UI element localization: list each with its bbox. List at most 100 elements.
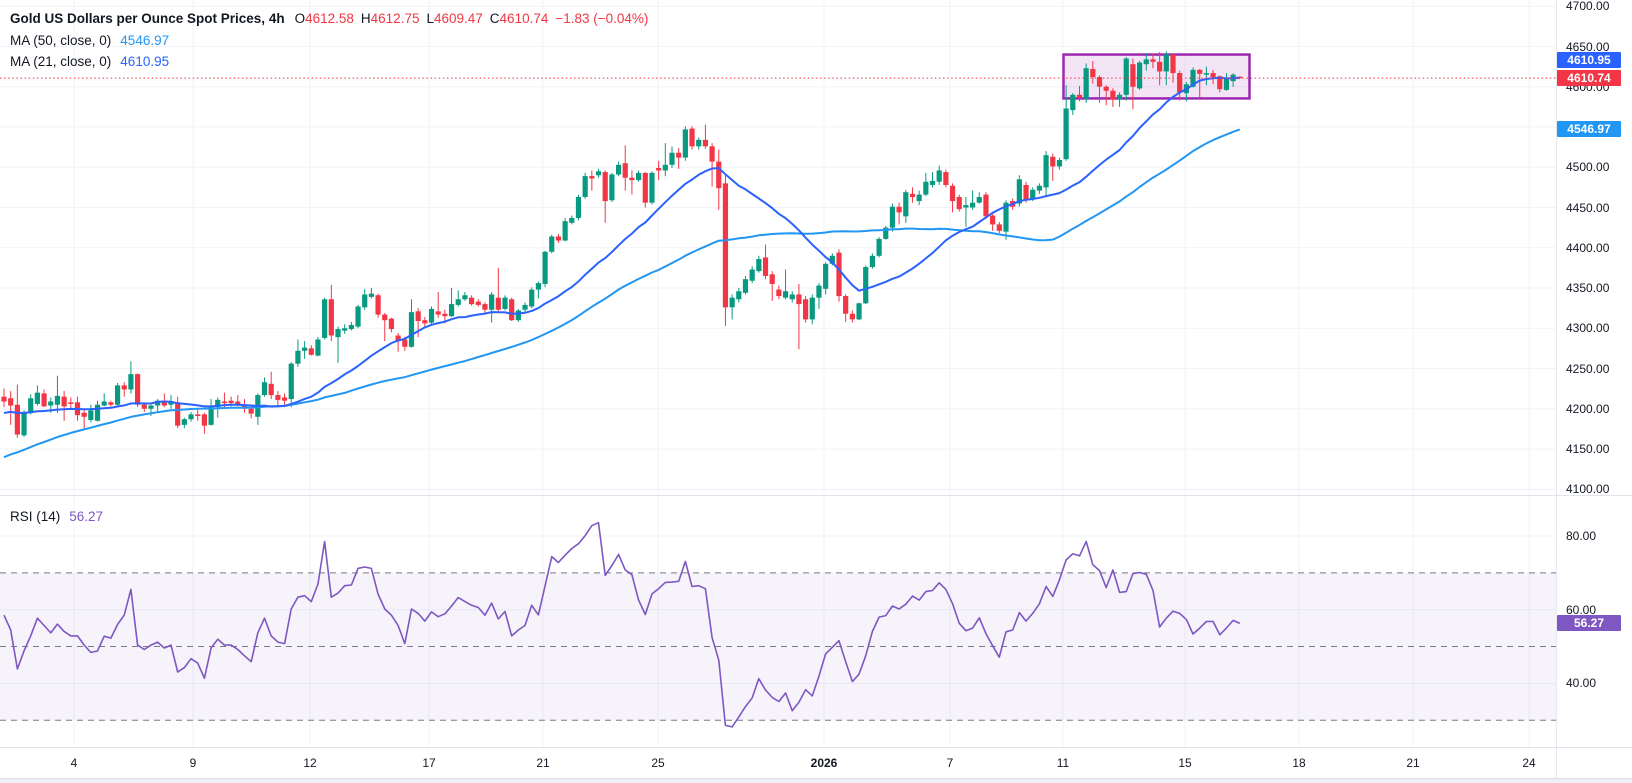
axis-badge-56.27[interactable]: 56.27 (1557, 615, 1621, 632)
time-tick-label[interactable]: 21 (1406, 756, 1420, 770)
candle-body (1150, 59, 1156, 62)
candle-body (1163, 54, 1169, 72)
candle-body (782, 291, 789, 298)
candle-body (1056, 160, 1063, 167)
candle-body (803, 299, 809, 320)
price-tick-label: 4250.00 (1566, 361, 1610, 376)
candle-body (689, 128, 695, 147)
candle-body (128, 374, 134, 390)
candle-body (322, 299, 328, 338)
candle-body (1116, 94, 1123, 100)
axis-badge-4610.95[interactable]: 4610.95 (1557, 51, 1621, 68)
candle-body (809, 297, 815, 320)
candle-body (769, 274, 775, 284)
candle-body (88, 410, 94, 421)
candle-body (983, 194, 989, 217)
candle-body (682, 129, 688, 158)
candle-body (896, 206, 902, 213)
time-axis[interactable]: 4 9 12 17 21 25 2026 7 11 15 18 21 24 (0, 748, 1632, 778)
candle-body (195, 414, 201, 416)
candle-body (495, 297, 501, 310)
candle-body (956, 197, 962, 210)
candle-body (228, 400, 234, 404)
candle-body (602, 172, 608, 202)
pane-separator[interactable] (0, 495, 1632, 496)
candle-body (1143, 59, 1149, 65)
axis-badge-4610.74[interactable]: 4610.74 (1557, 70, 1621, 87)
candle-body (622, 163, 628, 178)
rsi-band (0, 572, 1556, 721)
candle-body (261, 382, 268, 396)
candle-body (823, 263, 829, 289)
time-tick-label[interactable]: 7 (946, 756, 954, 770)
candle-body (328, 299, 334, 336)
candle-body (1050, 156, 1056, 167)
price-axis[interactable]: 4700.004650.004600.004550.004500.004450.… (1556, 0, 1632, 778)
price-tick-label: 4350.00 (1566, 281, 1610, 295)
price-pane-canvas[interactable] (0, 0, 1556, 495)
time-tick-label[interactable]: 21 (536, 756, 550, 770)
time-tick-label[interactable]: 11 (1056, 756, 1070, 770)
candle-body (1190, 69, 1196, 87)
candle-body (949, 185, 956, 202)
time-tick-label[interactable]: 9 (189, 756, 197, 770)
candle-body (562, 221, 568, 241)
candle-body (789, 294, 795, 300)
candle-body (108, 402, 114, 405)
candle-body (856, 303, 862, 320)
candle-body (1217, 76, 1223, 90)
ma50-line (3, 128, 1241, 459)
price-tick-label: 4200.00 (1566, 401, 1610, 416)
time-tick-label[interactable]: 4 (70, 756, 78, 770)
candle-body (736, 291, 742, 300)
candle-body (629, 177, 635, 181)
candle-body (155, 400, 161, 406)
time-tick-label[interactable]: 15 (1178, 756, 1192, 770)
candle-body (569, 217, 575, 223)
time-tick-label[interactable]: 12 (303, 756, 317, 770)
candle-body (883, 227, 889, 239)
candle-body (649, 172, 655, 203)
price-tick-label: 4450.00 (1566, 200, 1610, 215)
candle-body (863, 267, 869, 304)
candle-body (1137, 62, 1143, 89)
rsi-pane-canvas[interactable] (0, 495, 1556, 748)
time-tick-label[interactable]: 24 (1522, 756, 1536, 770)
candle-body (656, 168, 662, 171)
axis-badge-4546.97[interactable]: 4546.97 (1557, 121, 1621, 138)
candle-body (181, 419, 187, 425)
time-tick-label[interactable]: 25 (651, 756, 665, 770)
candle-body (348, 325, 354, 330)
candle-body (435, 311, 441, 315)
rsi-tick-label: 40.00 (1566, 676, 1597, 691)
candle-body (48, 401, 54, 406)
candle-body (141, 404, 147, 409)
candle-body (1023, 184, 1029, 201)
time-tick-label[interactable]: 18 (1292, 756, 1306, 770)
candle-body (836, 252, 842, 297)
candle-body (535, 283, 541, 290)
candle-body (642, 172, 648, 203)
candle-body (1090, 69, 1096, 78)
candle-body (1157, 61, 1163, 72)
candle-body (188, 414, 194, 420)
candle-body (1083, 68, 1089, 99)
candle-body (475, 301, 481, 305)
bottom-strip (0, 778, 1632, 783)
candle-body (1197, 69, 1203, 74)
candle-body (375, 295, 381, 315)
time-tick-label[interactable]: 2026 (810, 756, 838, 770)
candle-body (275, 395, 281, 400)
candle-body (308, 348, 314, 355)
candle-body (636, 172, 642, 181)
candle-body (716, 161, 722, 189)
candle-body (148, 405, 154, 409)
candle-body (14, 404, 20, 435)
time-tick-label[interactable]: 17 (422, 756, 436, 770)
candle-body (676, 152, 682, 158)
candle-body (355, 306, 361, 327)
candle-body (903, 192, 909, 217)
candle-body (114, 385, 121, 405)
candle-body (489, 294, 495, 310)
candle-body (943, 172, 949, 185)
